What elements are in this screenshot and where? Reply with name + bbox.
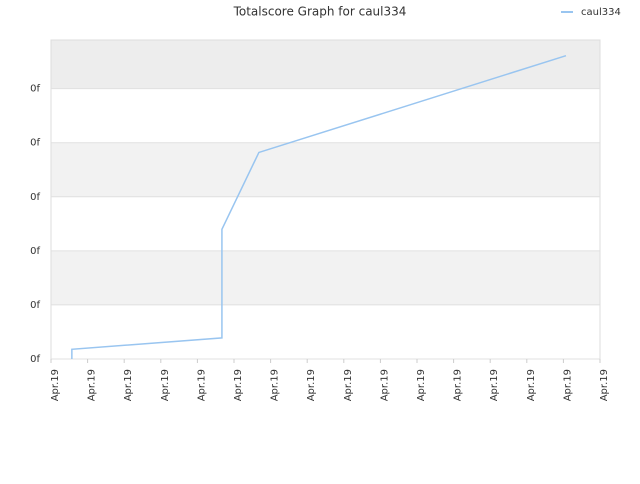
legend-label: caul334 — [581, 7, 621, 18]
plot-band — [51, 250, 600, 305]
x-tick-label: Apr.19 — [233, 369, 244, 401]
y-tick-label: 0f — [30, 246, 40, 257]
y-tick-label: 0f — [30, 192, 40, 203]
x-tick-label: Apr.19 — [270, 369, 281, 401]
x-tick-label: Apr.19 — [379, 369, 390, 401]
plot-band — [51, 40, 600, 89]
x-tick-label: Apr.19 — [599, 369, 610, 401]
x-tick-label: Apr.19 — [453, 369, 464, 401]
x-tick-label: Apr.19 — [526, 369, 537, 401]
x-tick-label: Apr.19 — [306, 369, 317, 401]
x-tick-label: Apr.19 — [343, 369, 354, 401]
data-line — [71, 54, 567, 359]
y-tick-label: 0f — [30, 138, 40, 149]
y-tick-label: 0f — [30, 300, 40, 311]
x-tick-label: Apr.19 — [196, 369, 207, 401]
x-tick-label: Apr.19 — [489, 369, 500, 401]
x-tick-label: Apr.19 — [416, 369, 427, 401]
x-tick-label: Apr.19 — [160, 369, 171, 401]
y-tick-label: 0f — [30, 84, 40, 95]
plot-band — [51, 142, 600, 197]
x-tick-label: Apr.19 — [562, 369, 573, 401]
x-tick-label: Apr.19 — [87, 369, 98, 401]
x-tick-label: Apr.19 — [123, 369, 134, 401]
x-tick-label: Apr.19 — [50, 369, 61, 401]
chart-title: Totalscore Graph for caul334 — [233, 5, 407, 19]
y-tick-label: 0f — [30, 354, 40, 365]
